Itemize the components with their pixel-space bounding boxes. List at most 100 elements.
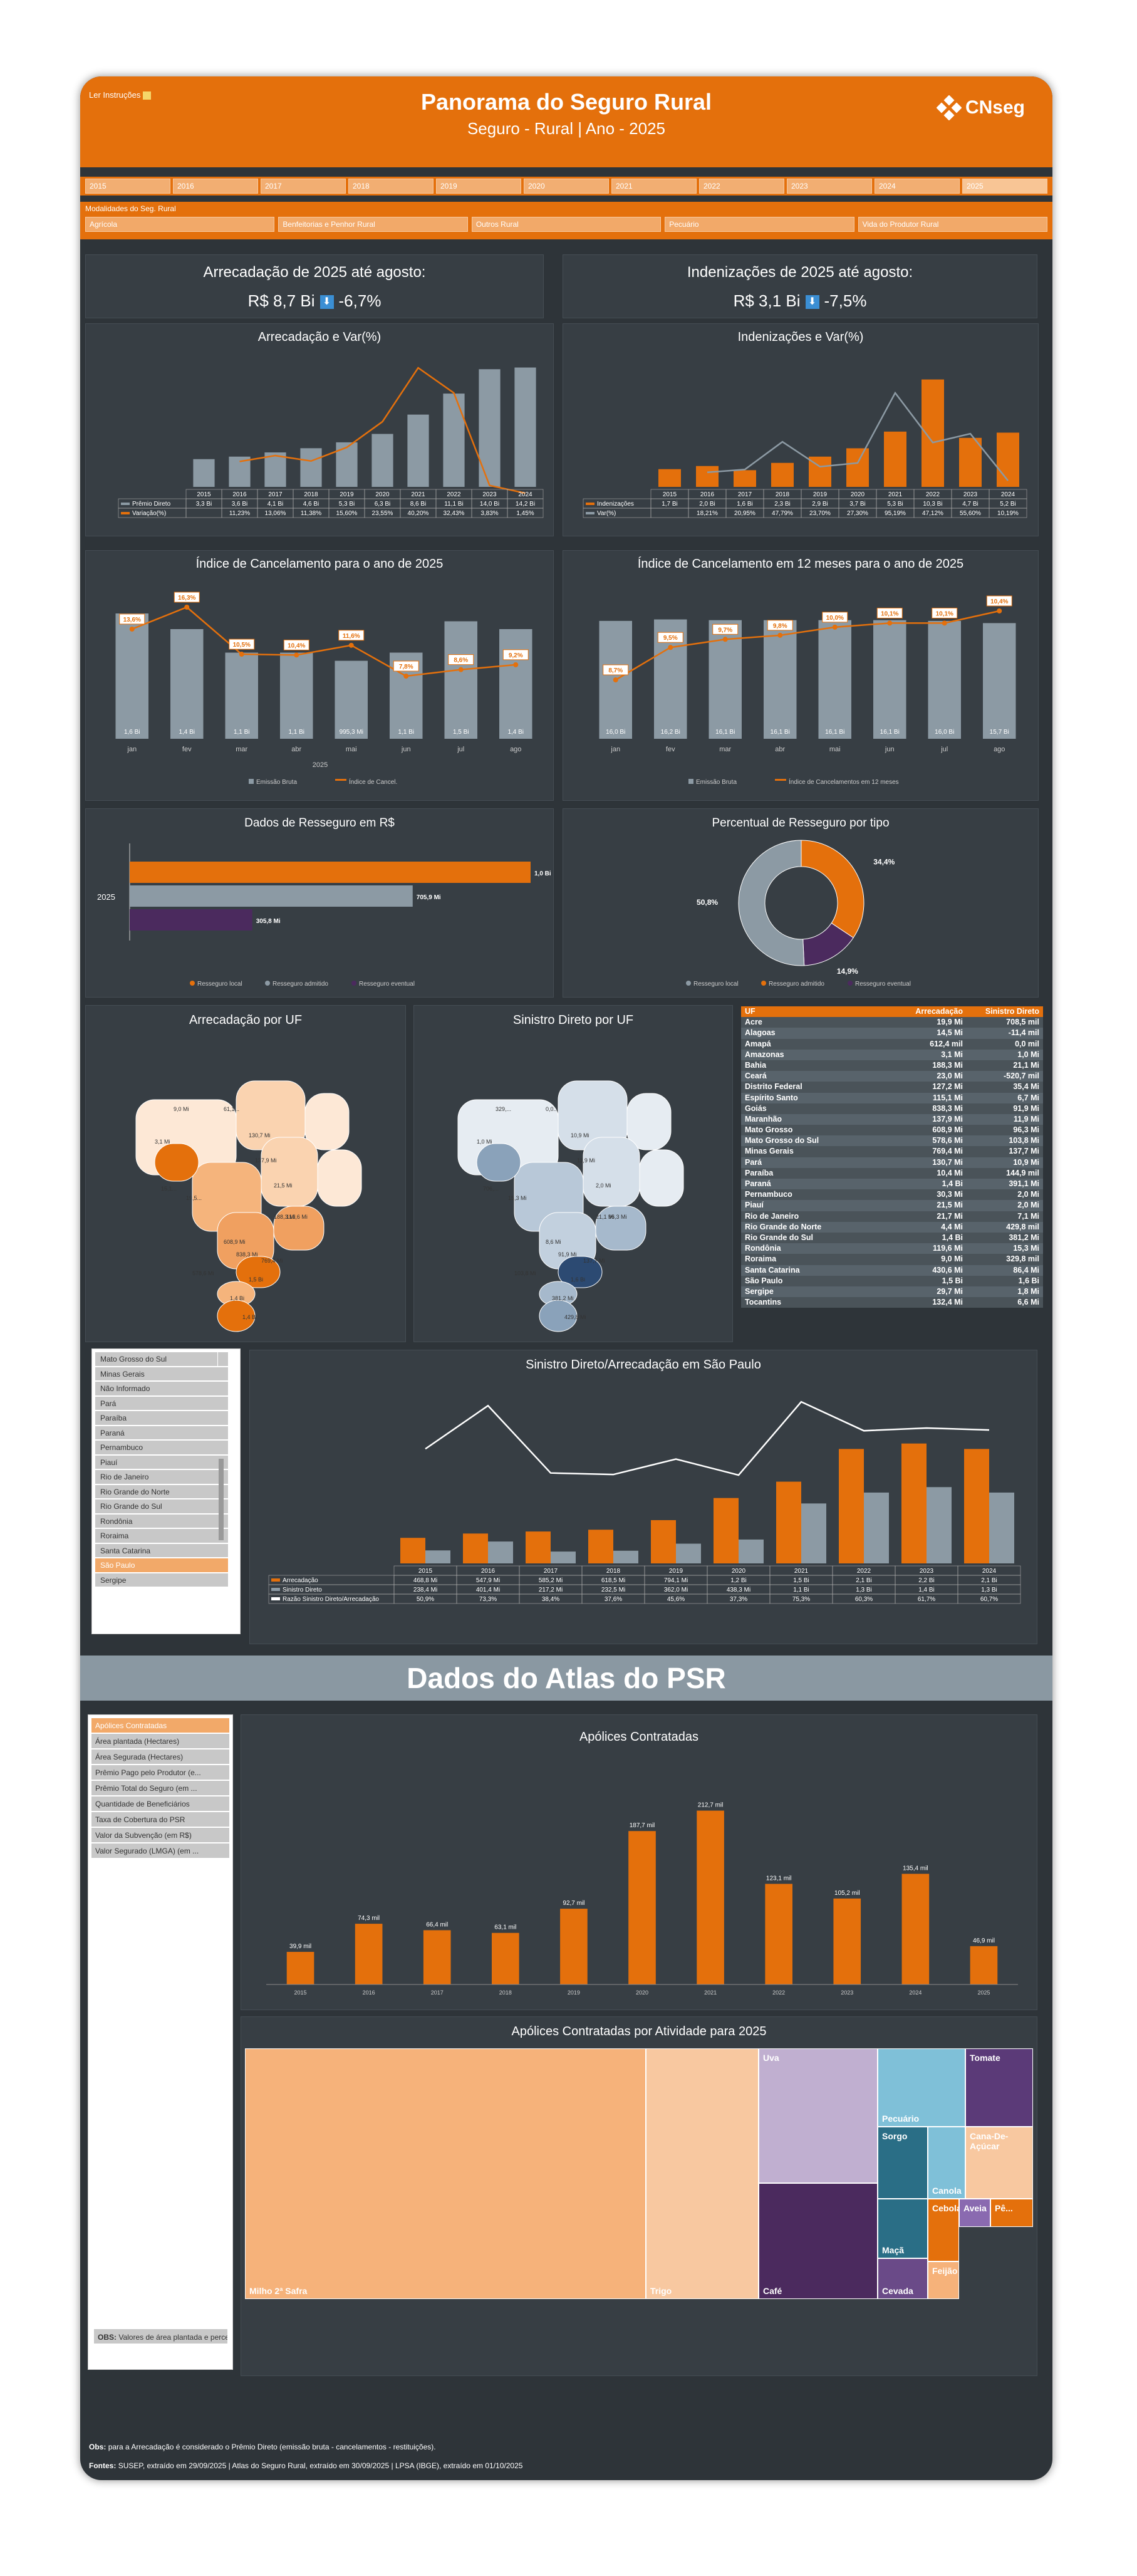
treemap-cell[interactable]: Milho 2ª Safra xyxy=(245,2048,646,2299)
list-item[interactable]: Prêmio Total do Seguro (em ... xyxy=(91,1780,230,1796)
table-row[interactable]: Mato Grosso 608,9 Mi 96,3 Mi xyxy=(741,1125,1043,1136)
list-item[interactable]: Piauí xyxy=(95,1454,229,1469)
table-row[interactable]: Santa Catarina 430,6 Mi 86,4 Mi xyxy=(741,1265,1043,1276)
year-option[interactable]: 2024 xyxy=(875,179,960,194)
year-option[interactable]: 2017 xyxy=(261,179,346,194)
state-shape[interactable] xyxy=(583,1137,640,1207)
table-row[interactable]: Rio de Janeiro 21,7 Mi 7,1 Mi xyxy=(741,1211,1043,1222)
treemap-cell[interactable]: Feijão xyxy=(928,2261,959,2299)
table-row[interactable]: Espírito Santo 115,1 Mi 6,7 Mi xyxy=(741,1092,1043,1103)
list-item[interactable]: São Paulo xyxy=(95,1558,229,1573)
list-item[interactable]: Santa Catarina xyxy=(95,1543,229,1558)
list-item[interactable]: Valor Segurado (LMGA) (em ... xyxy=(91,1843,230,1859)
list-item[interactable]: Mato Grosso do Sul xyxy=(95,1352,229,1367)
year-option[interactable]: 2021 xyxy=(611,179,697,194)
list-item[interactable]: Quantidade de Beneficiários xyxy=(91,1796,230,1812)
state-shape[interactable] xyxy=(539,1300,578,1332)
list-item[interactable]: Pará xyxy=(95,1395,229,1411)
treemap-cell[interactable]: Maçã xyxy=(878,2199,928,2258)
state-shape[interactable] xyxy=(261,1137,318,1207)
list-item[interactable]: Rio Grande do Sul xyxy=(95,1499,229,1514)
year-option[interactable]: 2022 xyxy=(699,179,784,194)
modalidade-option[interactable]: Vida do Produtor Rural xyxy=(858,217,1048,232)
table-row[interactable]: Rondônia 119,6 Mi 15,3 Mi xyxy=(741,1243,1043,1254)
treemap-cell[interactable]: Sorgo xyxy=(878,2127,928,2199)
scrollbar[interactable] xyxy=(217,1352,229,1540)
table-row[interactable]: Tocantins 132,4 Mi 6,6 Mi xyxy=(741,1297,1043,1308)
table-row[interactable]: Ceará 23,0 Mi -520,7 mil xyxy=(741,1071,1043,1082)
modalidade-option[interactable]: Pecuário xyxy=(665,217,854,232)
list-item[interactable]: Paraná xyxy=(95,1425,229,1440)
table-row[interactable]: Amazonas 3,1 Mi 1,0 Mi xyxy=(741,1049,1043,1060)
list-item[interactable]: Rondônia xyxy=(95,1513,229,1528)
modalidade-option[interactable]: Benfeitorias e Penhor Rural xyxy=(278,217,468,232)
table-row[interactable]: Piauí 21,5 Mi 2,0 Mi xyxy=(741,1200,1043,1211)
year-option[interactable]: 2018 xyxy=(348,179,434,194)
year-option[interactable]: 2016 xyxy=(173,179,258,194)
table-row[interactable]: Maranhão 137,9 Mi 11,9 Mi xyxy=(741,1113,1043,1125)
year-option[interactable]: 2023 xyxy=(787,179,872,194)
state-selector[interactable]: Mato Grosso do Sul Minas Gerais Não Inform… xyxy=(91,1348,241,1634)
table-row[interactable]: Alagoas 14,5 Mi -11,4 mil xyxy=(741,1028,1043,1039)
treemap-cell[interactable]: Pê... xyxy=(990,2199,1033,2227)
table-row[interactable]: Bahia 188,3 Mi 21,1 Mi xyxy=(741,1060,1043,1072)
list-item[interactable]: Paraíba xyxy=(95,1411,229,1426)
table-row[interactable]: São Paulo 1,5 Bi 1,6 Bi xyxy=(741,1275,1043,1286)
list-item[interactable]: Minas Gerais xyxy=(95,1366,229,1381)
table-row[interactable]: Pernambuco 30,3 Mi 2,0 Mi xyxy=(741,1189,1043,1201)
state-shape[interactable] xyxy=(304,1093,350,1150)
list-item[interactable]: Rio Grande do Norte xyxy=(95,1484,229,1499)
state-shape[interactable] xyxy=(639,1149,684,1207)
state-shape[interactable] xyxy=(273,1206,324,1251)
table-row[interactable]: Sergipe 29,7 Mi 1,8 Mi xyxy=(741,1286,1043,1298)
state-shape[interactable] xyxy=(317,1149,362,1207)
state-shape[interactable] xyxy=(236,1256,281,1288)
treemap-cell[interactable]: Aveia xyxy=(959,2199,990,2227)
list-item[interactable]: Área plantada (Hectares) xyxy=(91,1733,230,1749)
treemap-cell[interactable]: Cebola xyxy=(928,2199,959,2261)
table-row[interactable]: Amapá 612,4 mil 0,0 mil xyxy=(741,1038,1043,1050)
year-option[interactable]: 2015 xyxy=(85,179,170,194)
table-row[interactable]: Pará 130,7 Mi 10,9 Mi xyxy=(741,1157,1043,1168)
instructions-link[interactable]: Ler Instruções xyxy=(89,90,151,100)
state-shape[interactable] xyxy=(154,1143,199,1182)
year-option[interactable]: 2025 xyxy=(962,179,1047,194)
year-option[interactable]: 2019 xyxy=(436,179,521,194)
state-shape[interactable] xyxy=(476,1143,521,1182)
list-item[interactable]: Sergipe xyxy=(95,1572,229,1587)
modalidade-option[interactable]: Outros Rural xyxy=(471,217,662,232)
list-item[interactable]: Não Informado xyxy=(95,1381,229,1396)
table-row[interactable]: Goiás 838,3 Mi 91,9 Mi xyxy=(741,1103,1043,1114)
state-shape[interactable] xyxy=(217,1300,256,1332)
table-row[interactable]: Paraná 1,4 Bi 391,1 Mi xyxy=(741,1179,1043,1190)
state-shape[interactable] xyxy=(595,1206,646,1251)
treemap-cell[interactable]: Café xyxy=(759,2183,878,2299)
table-row[interactable]: Rio Grande do Sul 1,4 Bi 381,2 Mi xyxy=(741,1232,1043,1244)
treemap-cell[interactable]: Cana-De-Açúcar xyxy=(965,2127,1033,2199)
table-row[interactable]: Rio Grande do Norte 4,4 Mi 429,8 mil xyxy=(741,1221,1043,1233)
table-row[interactable]: Roraima 9,0 Mi 329,8 mil xyxy=(741,1254,1043,1265)
table-row[interactable]: Distrito Federal 127,2 Mi 35,4 Mi xyxy=(741,1082,1043,1093)
list-item[interactable]: Valor da Subvenção (em R$) xyxy=(91,1827,230,1843)
list-item[interactable]: Apólices Contratadas xyxy=(91,1718,230,1733)
treemap-cell[interactable]: Pecuário xyxy=(878,2048,965,2127)
state-shape[interactable] xyxy=(626,1093,672,1150)
list-item[interactable]: Pernambuco xyxy=(95,1440,229,1455)
measure-selector[interactable]: Apólices Contratadas Área plantada (Hecta… xyxy=(88,1714,233,2370)
list-item[interactable]: Roraima xyxy=(95,1528,229,1543)
table-row[interactable]: Paraíba 10,4 Mi 144,9 mil xyxy=(741,1167,1043,1179)
treemap-cell[interactable]: Trigo xyxy=(646,2048,759,2299)
treemap-cell[interactable]: Cevada xyxy=(878,2258,928,2299)
year-option[interactable]: 2020 xyxy=(524,179,609,194)
treemap-cell[interactable]: Canola xyxy=(928,2127,965,2199)
table-row[interactable]: Mato Grosso do Sul 578,6 Mi 103,8 Mi xyxy=(741,1135,1043,1147)
treemap-cell[interactable]: Uva xyxy=(759,2048,878,2183)
list-item[interactable]: Área Segurada (Hectares) xyxy=(91,1749,230,1765)
modalidade-option[interactable]: Agrícola xyxy=(85,217,275,232)
state-shape[interactable] xyxy=(558,1256,603,1288)
list-item[interactable]: Rio de Janeiro xyxy=(95,1469,229,1484)
list-item[interactable]: Taxa de Cobertura do PSR xyxy=(91,1812,230,1827)
table-row[interactable]: Minas Gerais 769,4 Mi 137,7 Mi xyxy=(741,1146,1043,1157)
list-item[interactable]: Prêmio Pago pelo Produtor (e... xyxy=(91,1765,230,1780)
treemap-cell[interactable]: Tomate xyxy=(965,2048,1033,2127)
